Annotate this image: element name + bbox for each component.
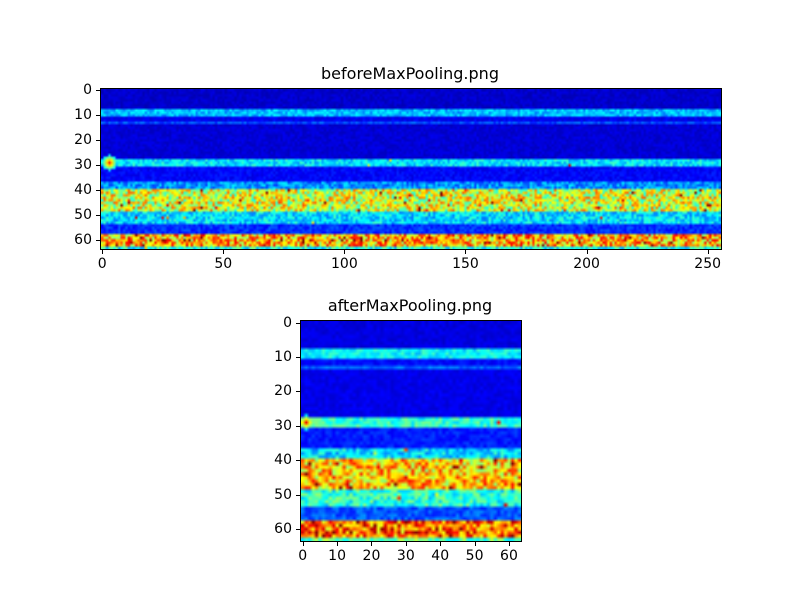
y-tick-mark (96, 115, 100, 117)
x-tick-label: 250 (694, 256, 722, 272)
y-tick-mark (296, 322, 300, 324)
x-tick-label: 40 (431, 548, 450, 564)
before-maxpooling-title: beforeMaxPooling.png (321, 64, 499, 83)
y-tick-mark (96, 240, 100, 242)
y-tick-label: 50 (274, 486, 292, 503)
x-tick-label: 100 (331, 256, 358, 272)
y-tick-label: 30 (274, 417, 292, 434)
y-tick-mark (296, 494, 300, 496)
x-tick-mark (707, 250, 709, 254)
y-tick-label: 0 (83, 82, 92, 99)
y-tick-mark (96, 165, 100, 167)
x-tick-mark (440, 542, 442, 546)
y-tick-label: 60 (74, 232, 92, 249)
y-tick-mark (296, 357, 300, 359)
y-tick-label: 10 (274, 349, 292, 366)
after-maxpooling-title: afterMaxPooling.png (327, 296, 493, 315)
x-tick-mark (508, 542, 510, 546)
x-tick-label: 150 (452, 256, 479, 272)
x-tick-label: 50 (214, 256, 233, 272)
y-tick-label: 40 (74, 182, 92, 199)
x-tick-mark (586, 250, 588, 254)
x-tick-mark (337, 542, 339, 546)
x-tick-mark (371, 542, 373, 546)
before-maxpooling-axes: 0 50 100 150 200 250 0 10 20 30 40 50 60 (74, 82, 722, 272)
x-tick-mark (405, 542, 407, 546)
x-tick-label: 20 (362, 548, 381, 564)
y-tick-label: 50 (74, 207, 92, 224)
x-tick-mark (102, 250, 104, 254)
x-tick-mark (302, 542, 304, 546)
y-tick-mark (296, 460, 300, 462)
x-tick-label: 0 (298, 548, 308, 564)
y-tick-mark (296, 391, 300, 393)
y-tick-label: 20 (74, 132, 92, 149)
x-tick-mark (223, 250, 225, 254)
y-tick-label: 30 (74, 157, 92, 174)
y-tick-label: 60 (274, 520, 292, 537)
y-tick-mark (296, 528, 300, 530)
x-tick-label: 30 (396, 548, 415, 564)
after-maxpooling-axes: 0 10 20 30 40 50 60 0 10 20 30 40 50 60 (274, 315, 522, 564)
y-tick-mark (96, 140, 100, 142)
y-tick-label: 40 (274, 452, 292, 469)
y-tick-label: 20 (274, 383, 292, 400)
x-tick-label: 50 (465, 548, 484, 564)
y-tick-label: 10 (74, 107, 92, 124)
before-maxpooling-heatmap-image (101, 89, 721, 249)
x-tick-label: 10 (328, 548, 347, 564)
x-tick-mark (465, 250, 467, 254)
y-tick-mark (96, 90, 100, 92)
after-maxpooling-heatmap-image (301, 321, 521, 541)
x-tick-label: 200 (573, 256, 600, 272)
x-tick-mark (344, 250, 346, 254)
x-tick-mark (474, 542, 476, 546)
x-tick-label: 60 (500, 548, 518, 564)
y-tick-label: 0 (283, 314, 292, 331)
y-tick-mark (96, 190, 100, 192)
y-tick-mark (96, 215, 100, 217)
y-tick-mark (296, 425, 300, 427)
x-tick-label: 0 (97, 256, 107, 272)
